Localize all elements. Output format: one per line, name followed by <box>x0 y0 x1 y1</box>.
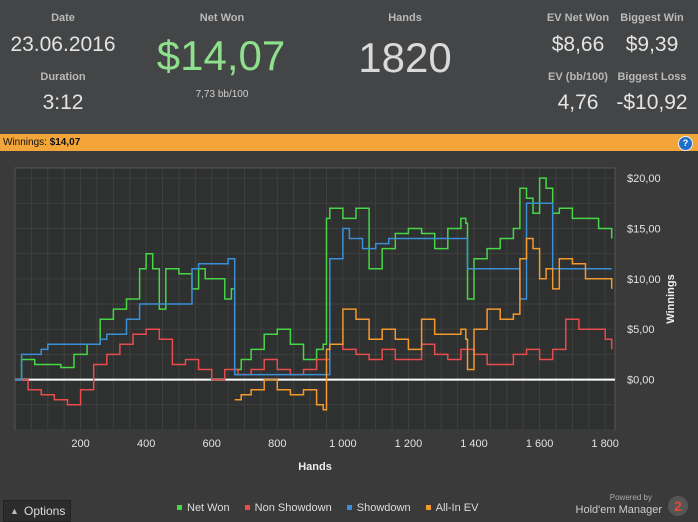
winnings-value: $14,07 <box>49 137 81 148</box>
footer: ▲ Options Net Won Non Showdown Showdown … <box>0 491 698 522</box>
x-tick-label: 800 <box>268 438 286 450</box>
stats-panel: Date 23.06.2016 Duration 3:12 Net Won $1… <box>0 0 698 135</box>
legend-item-all-in-ev[interactable]: All-In EV <box>425 502 479 514</box>
legend-label: Net Won <box>187 502 230 514</box>
powered-by-text: Powered by <box>609 493 652 502</box>
series-line-net-won <box>15 177 613 381</box>
chart-svg: 200 400 600 800 1 000 1 200 1 400 1 600 1 800 $0… <box>14 167 677 473</box>
y-tick-labels: $0,00 $5,00 $10,00 $15,00 $20,00 <box>627 173 661 387</box>
plot-area <box>14 167 616 431</box>
brand-logo: Powered by Hold'em Manager 2 <box>552 493 692 521</box>
brand-name: Hold'em Manager <box>575 504 662 516</box>
y-tick-label: $15,00 <box>627 223 661 235</box>
biggest-win-label: Biggest Win <box>620 12 684 24</box>
series-line-showdown <box>15 202 612 381</box>
date-value: 23.06.2016 <box>10 33 116 56</box>
legend-item-showdown[interactable]: Showdown <box>346 502 411 514</box>
legend-swatch <box>425 505 431 510</box>
duration-label: Duration <box>40 71 86 83</box>
legend-label: All-In EV <box>435 502 479 514</box>
hands-value: 1820 <box>358 34 452 81</box>
x-tick-label: 1 000 <box>329 438 357 450</box>
options-label: Options <box>24 504 66 518</box>
winnings-label: Winnings: <box>3 137 47 148</box>
legend-swatch <box>346 505 352 510</box>
x-tick-label: 1 200 <box>395 438 423 450</box>
date-label: Date <box>51 12 75 24</box>
legend-label: Non Showdown <box>254 502 332 514</box>
chart-series <box>15 177 613 411</box>
legend-label: Showdown <box>356 502 411 514</box>
duration-value: 3:12 <box>42 91 84 114</box>
legend-item-non-showdown[interactable]: Non Showdown <box>244 502 332 514</box>
x-tick-label: 1 600 <box>526 438 554 450</box>
legend-swatch <box>244 505 250 510</box>
chevron-up-icon: ▲ <box>10 506 19 516</box>
biggest-win-value: $9,39 <box>625 33 679 56</box>
x-tick-label: 400 <box>137 438 155 450</box>
biggest-loss-value: -$10,92 <box>616 91 688 114</box>
hands-label: Hands <box>388 12 422 24</box>
y-tick-label: $0,00 <box>627 375 655 387</box>
x-tick-label: 200 <box>71 438 89 450</box>
x-tick-label: 600 <box>203 438 221 450</box>
chart-legend: Net Won Non Showdown Showdown All-In EV <box>177 502 490 514</box>
help-icon[interactable]: ? <box>678 136 693 151</box>
biggest-loss-label: Biggest Loss <box>617 71 687 83</box>
y-tick-label: $5,00 <box>627 324 655 336</box>
net-won-bb: 7,73 bb/100 <box>195 89 249 100</box>
ev-bb-label: EV (bb/100) <box>548 71 608 83</box>
ev-net-won-label: EV Net Won <box>546 12 610 24</box>
net-won-value: $14,07 <box>156 32 286 79</box>
y-tick-label: $10,00 <box>627 274 661 286</box>
y-tick-label: $20,00 <box>627 173 661 185</box>
ev-net-won-value: $8,66 <box>551 33 605 56</box>
options-button[interactable]: ▲ Options <box>3 500 71 522</box>
legend-item-net-won[interactable]: Net Won <box>177 502 230 514</box>
winnings-chart: 200 400 600 800 1 000 1 200 1 400 1 600 1 800 $0… <box>0 151 698 491</box>
winnings-bar: Winnings: $14,07 ? <box>0 134 698 151</box>
winnings-summary: Winnings: $14,07 <box>3 134 80 151</box>
brand-badge-icon: 2 <box>668 496 688 516</box>
x-tick-labels: 200 400 600 800 1 000 1 200 1 400 1 600 1 800 <box>71 438 619 450</box>
y-axis-label: Winnings <box>665 274 677 323</box>
legend-swatch <box>177 505 182 510</box>
x-tick-label: 1 400 <box>460 438 488 450</box>
x-axis-label: Hands <box>298 461 332 473</box>
series-line-all-in-ev <box>234 237 613 411</box>
x-tick-label: 1 800 <box>591 438 619 450</box>
series-line-non-showdown <box>15 318 613 406</box>
net-won-label: Net Won <box>199 12 245 24</box>
ev-bb-value: 4,76 <box>557 91 599 114</box>
